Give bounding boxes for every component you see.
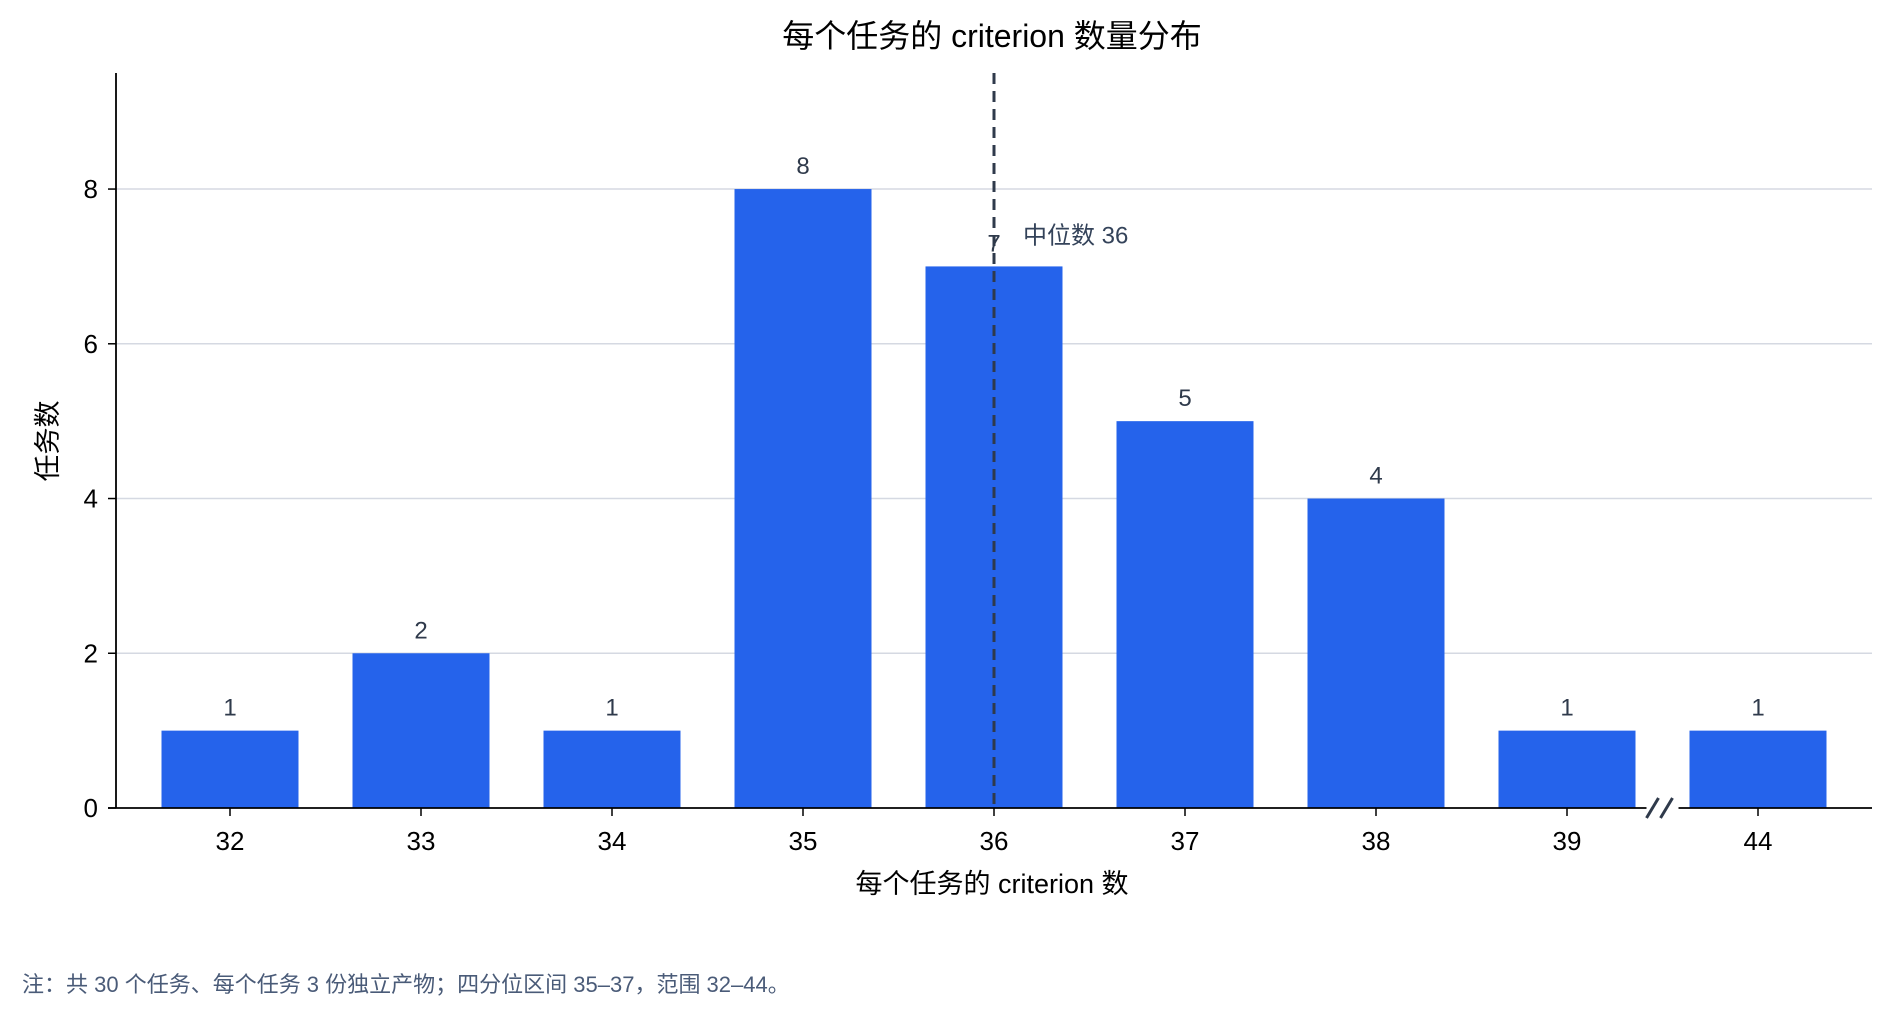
y-axis-title: 任务数: [33, 401, 63, 482]
x-tick-label-37: 37: [1171, 826, 1200, 856]
x-tick-label-32: 32: [216, 826, 245, 856]
data-label-34: 1: [605, 695, 618, 722]
data-label-37: 5: [1178, 385, 1191, 412]
x-tick-label-39: 39: [1553, 826, 1582, 856]
x-tick-label-36: 36: [980, 826, 1009, 856]
axis-break-slash-left: [1645, 797, 1660, 819]
data-label-44: 1: [1751, 695, 1764, 722]
y-tick-label-4: 4: [84, 484, 98, 514]
bar-34: [543, 730, 681, 808]
labels: 0 2 4 6 8 1 32 2 33 1 34 8 35 7 36 5 37 4 38 1 39 1 44 中位数 36: [84, 153, 1773, 856]
data-label-39: 1: [1560, 695, 1573, 722]
median-label: 中位数 36: [1023, 222, 1128, 249]
bar-44: [1689, 730, 1827, 808]
bars: [161, 189, 1827, 809]
x-tick-label-34: 34: [598, 826, 627, 856]
data-label-38: 4: [1369, 463, 1382, 490]
bar-39: [1498, 730, 1636, 808]
axis-break-gap: [1646, 805, 1679, 811]
bar-37: [1116, 421, 1254, 808]
data-label-35: 8: [796, 153, 809, 180]
x-tick-label-35: 35: [789, 826, 818, 856]
chart-title: 每个任务的 criterion 数量分布: [782, 18, 1202, 54]
bar-33: [352, 653, 490, 808]
x-tick-label-33: 33: [407, 826, 436, 856]
y-tick-label-6: 6: [84, 329, 98, 359]
x-tick-label-44: 44: [1744, 826, 1773, 856]
footnote: 注：共 30 个任务、每个任务 3 份独立产物；四分位区间 35–37，范围 3…: [22, 972, 790, 997]
x-axis-title: 每个任务的 criterion 数: [855, 869, 1128, 899]
y-tick-label-8: 8: [84, 174, 98, 204]
bar-36: [925, 266, 1063, 809]
data-label-32: 1: [223, 695, 236, 722]
data-label-33: 2: [414, 617, 427, 644]
x-tick-label-38: 38: [1362, 826, 1391, 856]
axes: [108, 73, 1872, 819]
y-tick-label-0: 0: [84, 793, 98, 823]
data-label-36: 7: [987, 230, 1000, 257]
axis-break-slash-right: [1659, 797, 1674, 819]
y-tick-label-2: 2: [84, 638, 98, 668]
bar-38: [1307, 498, 1445, 808]
bar-32: [161, 730, 299, 808]
bar-35: [734, 189, 872, 809]
